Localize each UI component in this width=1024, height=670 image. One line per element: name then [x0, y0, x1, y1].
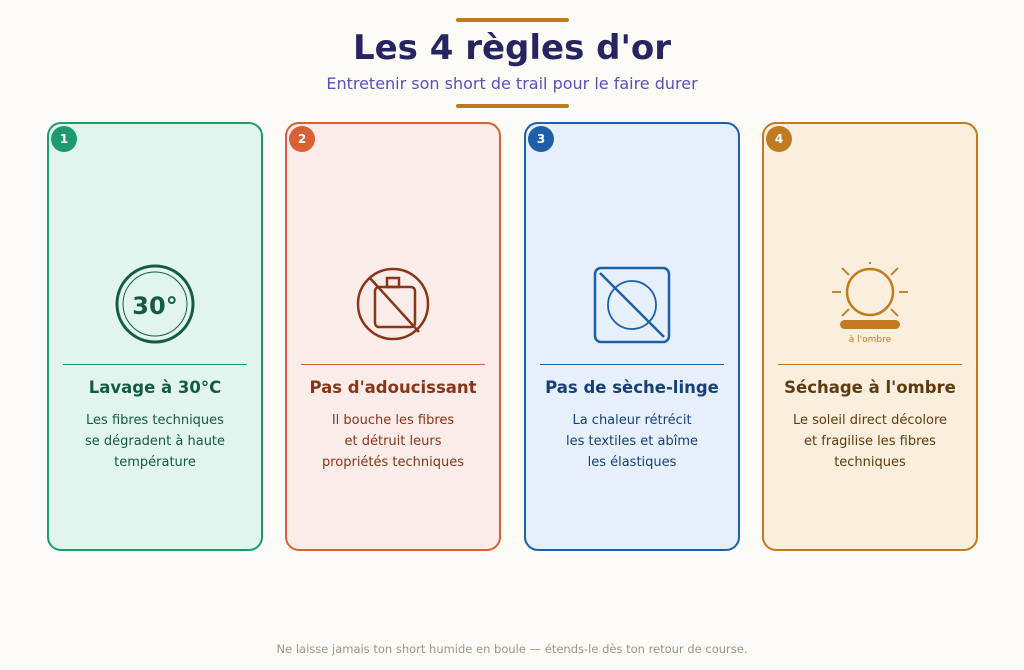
card-description: La chaleur rétrécit les textiles et abîm…	[536, 410, 728, 473]
desc-line: propriétés techniques	[321, 455, 465, 470]
desc-line: et détruit leurs	[344, 434, 442, 449]
desc-line: Les fibres techniques	[86, 413, 224, 428]
divider	[301, 364, 485, 365]
card-description: Les fibres techniques se dégradent à hau…	[59, 410, 251, 473]
card-title: Lavage à 30°C	[88, 378, 222, 397]
number-badge: 3	[528, 126, 554, 152]
desc-line: les textiles et abîme	[565, 434, 699, 449]
card-description: Le soleil direct décolore et fragilise l…	[774, 410, 966, 473]
number-badge: 1	[51, 126, 77, 152]
desc-line: et fragilise les fibres	[804, 434, 936, 449]
card-title: Pas de sèche-linge	[545, 378, 719, 397]
number-badge: 2	[289, 126, 315, 152]
rule-card-softener: 2 Pas d'adoucissant Il bouche les fibres…	[285, 122, 501, 551]
desc-line: techniques	[834, 455, 906, 470]
top-accent-bar	[456, 18, 569, 22]
desc-line: les élastiques	[587, 455, 677, 470]
page-subtitle: Entretenir son short de trail pour le fa…	[326, 74, 698, 93]
desc-line: La chaleur rétrécit	[572, 413, 692, 428]
rule-card-dryer: 3 Pas de sèche-linge La chaleur rétrécit…	[524, 122, 740, 551]
no-tumble-dry-icon	[593, 266, 671, 344]
rule-card-wash: 1 30° Lavage à 30°C Les fibres technique…	[47, 122, 263, 551]
sun-shade-icon: à l'ombre	[832, 262, 908, 345]
rule-card-shade: 4 à l'ombre Séchage à l'ombre Le soleil …	[762, 122, 978, 551]
number-badge: 4	[766, 126, 792, 152]
desc-line: Il bouche les fibres	[331, 413, 455, 428]
card-title: Séchage à l'ombre	[784, 378, 956, 397]
shade-label: à l'ombre	[849, 335, 892, 345]
divider	[540, 364, 724, 365]
desc-line: Le soleil direct décolore	[792, 413, 948, 428]
divider	[778, 364, 962, 365]
card-title: Pas d'adoucissant	[309, 378, 477, 397]
wash-30-icon: 30°	[115, 264, 195, 344]
card-description: Il bouche les fibres et détruit leurs pr…	[297, 410, 489, 473]
wash-temperature-label: 30°	[132, 292, 177, 320]
footer-tip: Ne laisse jamais ton short humide en bou…	[276, 642, 748, 656]
desc-line: température	[114, 455, 196, 470]
bottom-accent-bar	[456, 104, 569, 108]
no-softener-icon	[356, 267, 430, 341]
divider	[63, 364, 247, 365]
desc-line: se dégradent à haute	[84, 434, 226, 449]
page-title: Les 4 règles d'or	[352, 28, 672, 68]
